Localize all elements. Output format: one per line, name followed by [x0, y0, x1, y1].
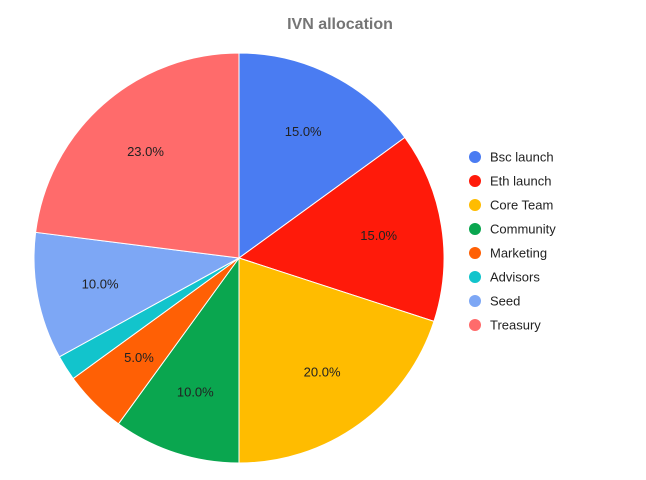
pie-slice-bsc-launch — [238, 52, 406, 259]
legend-marker-eth-launch — [469, 175, 481, 187]
legend-item-treasury: Treasury — [469, 318, 541, 333]
slice-label-community: 10.0% — [177, 385, 214, 400]
chart-legend: Bsc launch Eth launch Core Team Community Ma… — [469, 150, 556, 333]
pie-slice-labels: 15.0% 15.0% 20.0% 10.0% 5.0% 10.0% 23.0% — [82, 124, 398, 400]
slice-label-bsc-launch: 15.0% — [285, 124, 322, 139]
pie-slice-community — [117, 256, 240, 464]
legend-marker-marketing — [469, 247, 481, 259]
legend-marker-seed — [469, 295, 481, 307]
legend-label-treasury: Treasury — [490, 318, 541, 333]
pie-slice-eth-launch — [237, 136, 445, 322]
legend-item-core-team: Core Team — [469, 198, 553, 213]
legend-label-bsc-launch: Bsc launch — [490, 150, 554, 165]
legend-marker-bsc-launch — [469, 151, 481, 163]
legend-item-advisors: Advisors — [469, 270, 540, 285]
pie-slice-seed — [33, 231, 241, 358]
legend-item-marketing: Marketing — [469, 246, 547, 261]
slice-label-treasury: 23.0% — [127, 144, 164, 159]
legend-label-marketing: Marketing — [490, 246, 547, 261]
legend-label-seed: Seed — [490, 294, 520, 309]
pie-slice-treasury — [35, 52, 240, 259]
pie-slice-core-team — [238, 257, 435, 464]
slice-label-core-team: 20.0% — [304, 364, 341, 379]
legend-item-seed: Seed — [469, 294, 520, 309]
slice-label-eth-launch: 15.0% — [360, 228, 397, 243]
slice-label-marketing: 5.0% — [124, 350, 154, 365]
legend-marker-advisors — [469, 271, 481, 283]
legend-label-eth-launch: Eth launch — [490, 174, 551, 189]
legend-marker-treasury — [469, 319, 481, 331]
legend-label-community: Community — [490, 222, 556, 237]
legend-marker-community — [469, 223, 481, 235]
legend-item-community: Community — [469, 222, 556, 237]
legend-item-eth-launch: Eth launch — [469, 174, 551, 189]
legend-label-core-team: Core Team — [490, 198, 553, 213]
legend-marker-core-team — [469, 199, 481, 211]
chart-title: IVN allocation — [287, 16, 393, 33]
legend-label-advisors: Advisors — [490, 270, 540, 285]
slice-label-seed: 10.0% — [82, 277, 119, 292]
pie-slices — [33, 52, 445, 464]
legend-item-bsc-launch: Bsc launch — [469, 150, 554, 165]
